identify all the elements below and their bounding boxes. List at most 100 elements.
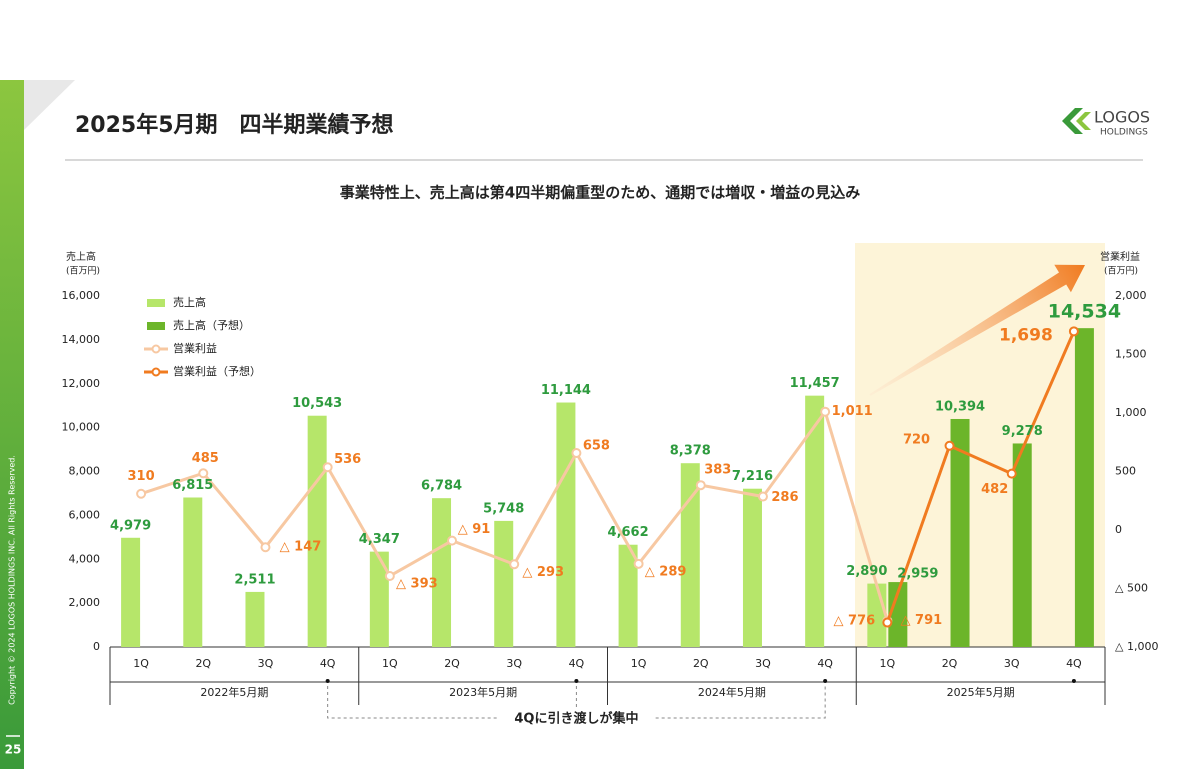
bar — [556, 402, 576, 647]
y2-tick-label: △ 1,000 — [1115, 640, 1158, 653]
x-tick-label: 4Q — [817, 657, 833, 670]
annotation: 4Qに引き渡しが集中 — [514, 711, 638, 727]
x-tick-label: 3Q — [755, 657, 771, 670]
bar-value-label: 9,278 — [1002, 424, 1043, 439]
q4-dot — [574, 679, 579, 683]
line-point — [198, 468, 209, 479]
bar-value-label: 2,511 — [234, 572, 275, 587]
forecast-highlight — [855, 243, 1105, 647]
legend-swatch-point — [151, 367, 161, 377]
y-axis-unit: (百万円) — [66, 266, 100, 277]
line-point — [944, 440, 955, 451]
y2-tick-label: 0 — [1115, 523, 1122, 536]
group-label: 2023年5月期 — [449, 685, 517, 699]
legend-label: 営業利益（予想） — [173, 364, 261, 378]
line-point — [571, 448, 582, 459]
bar — [618, 544, 638, 647]
bar — [307, 415, 327, 647]
line-value-label: 536 — [334, 452, 361, 467]
y-tick-label: 14,000 — [62, 333, 101, 346]
line-value-label: 286 — [771, 490, 798, 505]
x-tick-label: 4Q — [1066, 657, 1082, 670]
bar-value-label: 8,378 — [670, 444, 711, 459]
x-tick-label: 4Q — [569, 657, 585, 670]
x-tick-label: 2Q — [693, 657, 709, 670]
page-number: 25 — [5, 743, 22, 757]
x-tick-label: 1Q — [880, 657, 896, 670]
bar — [950, 418, 970, 647]
line-point — [882, 617, 893, 628]
line-point — [633, 558, 644, 569]
line-value-label: 1,011 — [832, 404, 873, 419]
line-point — [384, 570, 395, 581]
line-value-label: △ 293 — [522, 565, 564, 580]
x-tick-label: 4Q — [320, 657, 336, 670]
line-value-label: 482 — [981, 482, 1008, 497]
x-tick-label: 2Q — [942, 657, 958, 670]
x-tick-label: 1Q — [133, 657, 149, 670]
line-value-label: 485 — [192, 451, 219, 466]
logo: LOGOS HOLDINGS — [1062, 108, 1150, 138]
y-tick-label: 12,000 — [62, 377, 101, 390]
bar — [432, 498, 452, 647]
y-tick-label: 2,000 — [69, 596, 101, 609]
y-tick-label: 16,000 — [62, 289, 101, 302]
x-tick-label: 2Q — [195, 657, 211, 670]
line-value-label: △ 289 — [645, 564, 687, 579]
bar — [888, 582, 908, 647]
line-value-label: 310 — [128, 469, 155, 484]
q4-dot — [325, 679, 330, 683]
line-value-label: △ 91 — [458, 522, 491, 537]
bar-value-label: 4,662 — [608, 525, 649, 540]
bar-value-label: 10,394 — [935, 399, 985, 414]
y2-tick-label: 1,000 — [1115, 406, 1147, 419]
annotation-bg — [498, 709, 655, 727]
side-strip — [0, 80, 24, 769]
plot: 0 2,000 4,000 6,000 8,000 10,000 12,000 14,000 1… — [62, 289, 1158, 727]
y-tick-label: 8,000 — [69, 465, 101, 478]
x-tick-label: 2Q — [444, 657, 460, 670]
bar-value-label: 2,959 — [897, 567, 938, 582]
line-point — [136, 488, 147, 499]
logo-sub: HOLDINGS — [1100, 128, 1148, 138]
bar — [121, 537, 141, 647]
group-label: 2024年5月期 — [698, 685, 766, 699]
y-tick-label: 4,000 — [69, 552, 101, 565]
bar-value-label: 5,748 — [483, 501, 524, 516]
group-label: 2025年5月期 — [947, 685, 1015, 699]
line-point — [820, 406, 831, 417]
y2-tick-label: △ 500 — [1115, 582, 1148, 595]
q4-dot — [1071, 679, 1076, 683]
bar-value-label: 2,890 — [846, 564, 887, 579]
copyright: Copyright © 2024 LOGOS HOLDINGS INC. All… — [8, 455, 17, 705]
y2-axis-label: 営業利益 — [1100, 250, 1140, 263]
bar — [1012, 443, 1032, 647]
bar — [742, 488, 762, 647]
y2-tick-label: 1,500 — [1115, 348, 1147, 361]
line-value-label: 720 — [903, 432, 930, 447]
x-tick-label: 3Q — [506, 657, 522, 670]
bar-value-label: 7,216 — [732, 469, 773, 484]
logo-name: LOGOS — [1094, 108, 1150, 127]
y2-tick-label: 2,000 — [1115, 289, 1147, 302]
y2-tick-label: 500 — [1115, 465, 1136, 478]
line-point — [695, 480, 706, 491]
line-point — [509, 559, 520, 570]
bar-value-label: 11,144 — [541, 383, 591, 398]
q4-dot — [823, 679, 828, 683]
y-axis-label: 売上高 — [66, 250, 96, 263]
legend-label: 売上高 — [173, 295, 206, 309]
line-point — [260, 542, 271, 553]
x-tick-label: 1Q — [631, 657, 647, 670]
line-point — [1006, 468, 1017, 479]
x-tick-label: 3Q — [1004, 657, 1020, 670]
subtitle: 事業特性上、売上高は第4四半期偏重型のため、通期では増収・増益の見込み — [340, 184, 860, 202]
legend-swatch — [147, 299, 165, 307]
line-value-label: △ 776 — [834, 613, 876, 628]
growth-arrow — [869, 264, 1085, 396]
line-point — [322, 462, 333, 473]
bar-value-label: 10,543 — [292, 396, 342, 411]
x-tick-label: 1Q — [382, 657, 398, 670]
legend-swatch-point — [151, 344, 161, 354]
